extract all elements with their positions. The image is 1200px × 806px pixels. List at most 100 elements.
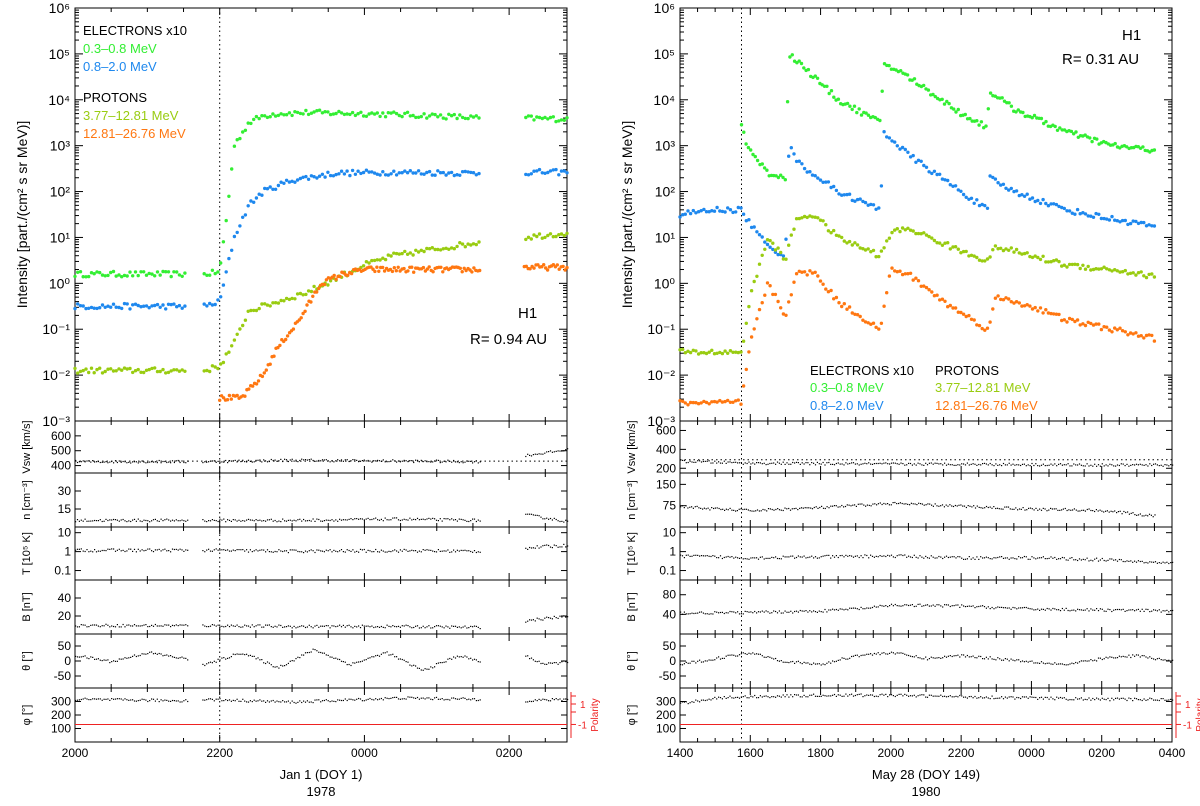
panel-data-point — [404, 625, 405, 626]
panel-data-point — [1121, 609, 1122, 610]
data-point — [1039, 202, 1042, 205]
panel-data-point — [383, 459, 384, 460]
panel-data-point — [1033, 609, 1034, 610]
panel-data-point — [908, 605, 909, 606]
data-point — [76, 271, 79, 274]
panel-data-point — [525, 622, 526, 623]
panel-data-point — [809, 610, 810, 611]
panel-data-point — [350, 460, 351, 461]
panel-data-point — [794, 508, 795, 509]
panel-data-point — [1138, 514, 1139, 515]
panel-data-point — [804, 463, 805, 464]
panel-data-point — [426, 697, 427, 698]
panel-data-point — [438, 625, 439, 626]
panel-data-point — [85, 625, 86, 626]
panel-data-point — [1161, 612, 1162, 613]
panel-data-point — [286, 550, 287, 551]
panel-data-point — [130, 625, 131, 626]
panel-data-point — [756, 557, 757, 558]
data-point — [840, 305, 843, 308]
panel-data-point — [360, 461, 361, 462]
panel-data-point — [478, 520, 479, 521]
panel-data-point — [212, 551, 213, 552]
panel-data-point — [1031, 463, 1032, 464]
panel-data-point — [292, 701, 293, 702]
panel-data-point — [1079, 558, 1080, 559]
panel-data-point — [90, 699, 91, 700]
data-point — [723, 349, 726, 352]
data-point — [255, 115, 258, 118]
panel-data-point — [166, 462, 167, 463]
panel-data-point — [440, 518, 441, 519]
panel-data-point — [1009, 559, 1010, 560]
panel-data-point — [813, 463, 814, 464]
panel-data-point — [238, 626, 239, 627]
panel-data-point — [246, 461, 247, 462]
panel-data-point — [143, 625, 144, 626]
panel-data-point — [142, 699, 143, 700]
panel-data-point — [925, 556, 926, 557]
data-point — [311, 295, 314, 298]
panel-data-point — [79, 549, 80, 550]
panel-data-point — [455, 519, 456, 520]
panel-data-point — [874, 557, 875, 558]
panel-data-point — [426, 518, 427, 519]
data-point — [779, 251, 782, 254]
panel-data-point — [887, 555, 888, 556]
panel-data-point — [265, 625, 266, 626]
panel-data-point — [809, 664, 810, 665]
data-point — [808, 269, 811, 272]
panel-data-point — [740, 508, 741, 509]
panel-data-point — [254, 700, 255, 701]
panel-data-point — [445, 699, 446, 700]
panel-data-point — [383, 699, 384, 700]
panel-data-point — [371, 519, 372, 520]
data-point — [1073, 213, 1076, 216]
panel-data-point — [180, 549, 181, 550]
panel-data-point — [558, 520, 559, 521]
panel-data-point — [682, 505, 683, 506]
panel-data-point — [181, 701, 182, 702]
panel-data-point — [297, 519, 298, 520]
panel-data-point — [1106, 611, 1107, 612]
data-point — [356, 170, 359, 173]
data-point — [318, 109, 321, 112]
data-point — [115, 369, 118, 372]
data-point — [896, 227, 899, 230]
panel-data-point — [263, 700, 264, 701]
panel-data-point — [102, 700, 103, 701]
panel-data-point — [210, 551, 211, 552]
panel-data-point — [447, 626, 448, 627]
panel-data-point — [1081, 609, 1082, 610]
panel-data-point — [882, 504, 883, 505]
panel-data-point — [1123, 511, 1124, 512]
data-point — [565, 266, 568, 269]
panel-data-point — [170, 551, 171, 552]
panel-tick-label: 40 — [663, 607, 677, 621]
panel-data-point — [1094, 610, 1095, 611]
data-point — [284, 338, 287, 341]
data-point — [991, 248, 994, 251]
panel-data-point — [121, 698, 122, 699]
panel-data-point — [126, 550, 127, 551]
panel-data-point — [959, 556, 960, 557]
panel-data-point — [821, 556, 822, 557]
panel-data-point — [421, 698, 422, 699]
panel-data-point — [288, 663, 289, 664]
data-point — [1036, 309, 1039, 312]
panel-data-point — [850, 505, 851, 506]
panel-data-point — [561, 546, 562, 547]
data-point — [403, 250, 406, 253]
panel-data-point — [849, 658, 850, 659]
panel-data-point — [216, 626, 217, 627]
panel-data-point — [824, 609, 825, 610]
panel-data-point — [426, 461, 427, 462]
panel-data-point — [476, 659, 477, 660]
panel-data-point — [282, 461, 283, 462]
panel-data-point — [1003, 558, 1004, 559]
panel-data-point — [1111, 511, 1112, 512]
panel-data-point — [682, 460, 683, 461]
panel-data-point — [256, 658, 257, 659]
panel-data-point — [468, 658, 469, 659]
data-point — [740, 123, 743, 126]
